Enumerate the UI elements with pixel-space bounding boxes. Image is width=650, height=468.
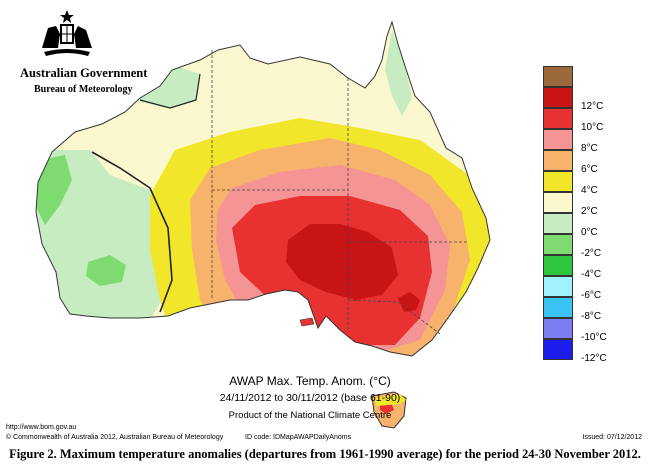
tasmania-north-band (374, 394, 406, 406)
legend-label: 10°C (581, 122, 604, 133)
legend-swatch (543, 192, 573, 213)
legend-label: 6°C (581, 164, 598, 175)
id-code: ID code: IDMapAWAPDailyAnoms (245, 434, 352, 441)
legend-label: -6°C (581, 290, 602, 301)
legend-swatch (543, 129, 573, 150)
legend-swatch (543, 87, 573, 108)
legend-swatch (543, 234, 573, 255)
legend-label: -2°C (581, 248, 602, 259)
legend-swatch (543, 108, 573, 129)
kangaroo-island (299, 317, 315, 327)
government-title: Australian Government (20, 66, 148, 80)
map-title: AWAP Max. Temp. Anom. (°C) (229, 374, 391, 388)
legend-swatch (543, 339, 573, 360)
australia-anomaly-map (35, 20, 491, 429)
mainland-outline (35, 20, 491, 357)
issued-date: Issued: 07/12/2012 (582, 434, 642, 441)
legend-label: 0°C (581, 227, 598, 238)
legend-swatch (543, 276, 573, 297)
figure-caption: Figure 2. Maximum temperature anomalies … (9, 447, 641, 461)
coat-of-arms-icon (42, 10, 92, 56)
vic-border (347, 299, 441, 335)
footer: © Commonwealth of Australia 2012, Austra… (0, 433, 650, 444)
west-coast-green (36, 155, 72, 225)
legend-label: -8°C (581, 311, 602, 322)
agency-title: Bureau of Meteorology (34, 84, 133, 95)
legend-swatch (543, 66, 573, 87)
legend-label: 8°C (581, 143, 598, 154)
map-product-credit: Product of the National Climate Centre (228, 410, 392, 421)
pilbara-green-patch (86, 255, 126, 286)
map-figure: Australian Government Bureau of Meteorol… (6, 8, 607, 431)
cape-cool-zone (385, 30, 412, 116)
government-logo: Australian Government Bureau of Meteorol… (8, 8, 147, 98)
legend-swatch (543, 318, 573, 339)
legend-label: -4°C (581, 269, 602, 280)
legend-swatch (543, 171, 573, 192)
legend-label: 12°C (581, 101, 604, 112)
legend-label: 4°C (581, 185, 598, 196)
map-date-range: 24/11/2012 to 30/11/2012 (base 61-90) (219, 392, 401, 404)
legend-label: -12°C (581, 353, 607, 364)
zero-contour-north (139, 73, 201, 109)
bom-url: http://www.bom.gov.au (6, 424, 77, 431)
copyright-text: © Commonwealth of Australia 2012, Austra… (6, 434, 224, 441)
legend-swatch (543, 150, 573, 171)
map-title-block: AWAP Max. Temp. Anom. (°C) 24/11/2012 to… (175, 373, 445, 424)
legend-swatch (543, 297, 573, 318)
legend-label: 2°C (581, 206, 598, 217)
band-10-12 (286, 224, 398, 300)
band-10-12-east (398, 292, 420, 312)
legend-swatch (543, 213, 573, 234)
legend-swatch (543, 255, 573, 276)
legend-label: -10°C (581, 332, 607, 343)
zero-contour-west (91, 151, 173, 313)
